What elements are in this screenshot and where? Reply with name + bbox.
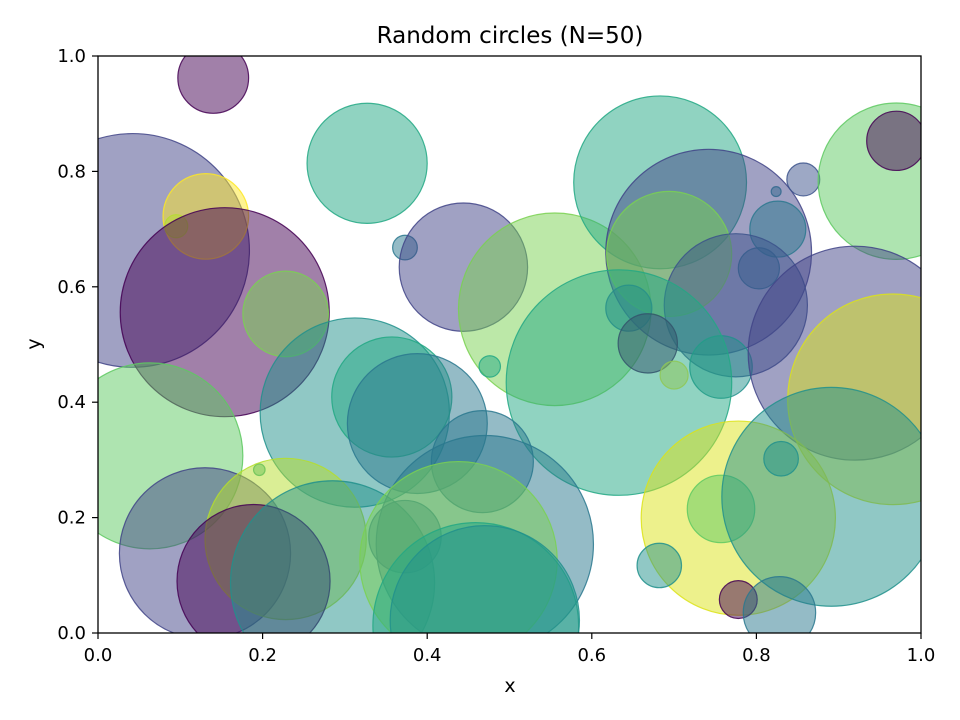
chart-title: Random circles (N=50) [377,23,644,49]
circle-point [479,356,500,377]
x-tick-label: 0.4 [413,645,442,666]
x-tick-label: 0.6 [577,645,606,666]
x-tick-label: 0.0 [84,645,113,666]
y-tick-label: 0.2 [57,508,86,529]
x-tick-label: 0.8 [742,645,771,666]
y-tick-label: 0.8 [57,161,86,182]
y-axis-label: y [23,338,45,349]
x-axis-label: x [504,675,515,697]
y-tick-label: 0.0 [57,623,86,644]
circle-point [307,103,427,223]
x-tick-label: 0.2 [248,645,277,666]
y-tick-label: 1.0 [57,46,86,67]
circle-point [867,111,926,170]
circle-point [771,187,781,197]
y-tick-label: 0.4 [57,392,86,413]
y-tick-label: 0.6 [57,277,86,298]
circle-point [637,543,681,587]
circle-point [722,387,941,606]
circle-point [787,163,820,196]
x-tick-label: 1.0 [907,645,936,666]
